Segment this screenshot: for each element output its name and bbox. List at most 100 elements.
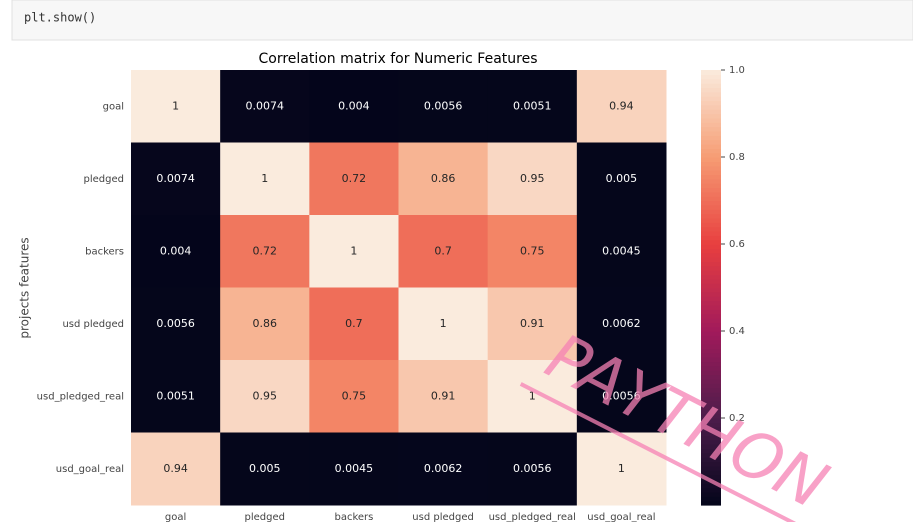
colorbar-segment (701, 87, 721, 93)
colorbar-tick-label: 0.8 (729, 152, 745, 163)
cell-label: 1 (440, 317, 447, 330)
colorbar-segment (701, 252, 721, 258)
colorbar-segment (701, 296, 721, 302)
cell (487, 142, 578, 216)
colorbar-segment (701, 213, 721, 219)
colorbar-tick-label: 0.2 (729, 413, 745, 424)
colorbar-segment (701, 261, 721, 267)
cell (220, 142, 310, 216)
colorbar-segment (701, 148, 721, 154)
cell (220, 360, 310, 433)
cell-label: 0.0056 (156, 317, 195, 330)
cell (309, 142, 399, 216)
colorbar-segment (701, 244, 721, 249)
x-tick-label: pledged (245, 512, 285, 522)
colorbar-tick-label: 0.4 (729, 326, 745, 337)
cell (220, 432, 310, 506)
colorbar-segment (701, 257, 721, 262)
colorbar-segment (701, 196, 721, 202)
colorbar-segment (701, 130, 721, 136)
colorbar-segment (701, 374, 721, 380)
colorbar-segment (701, 422, 721, 428)
cell (576, 287, 667, 361)
cell-label: 0.004 (338, 99, 370, 112)
colorbar-segment (701, 91, 721, 97)
code-cell (11, 0, 913, 41)
watermark-underline (519, 382, 816, 526)
colorbar-segment (701, 265, 721, 271)
cell-label: 0.94 (609, 99, 634, 112)
cell (576, 70, 667, 143)
colorbar-segment (701, 352, 721, 358)
colorbar-segment (701, 465, 721, 471)
cell-label: 0.004 (160, 244, 192, 257)
heatmap: 1 0.0074 0.004 0.0056 0.0051 0.940.0074 1 0.72 0… (37, 65, 745, 523)
cell-label: 0.86 (431, 172, 456, 185)
colorbar-segment (701, 204, 721, 210)
cell-label: 0.95 (520, 172, 545, 185)
colorbar-segment (701, 387, 721, 393)
colorbar-segment (701, 487, 721, 493)
colorbar-segment (701, 291, 721, 297)
colorbar-segment (701, 326, 721, 332)
colorbar-segment (701, 413, 721, 419)
colorbar-segment (701, 122, 721, 128)
cell (487, 70, 578, 143)
colorbar-segment (701, 344, 721, 349)
cell-label: 0.0074 (246, 99, 285, 112)
y-tick-label: backers (85, 246, 124, 257)
cell (398, 432, 489, 506)
cell (131, 215, 221, 288)
colorbar-segment (701, 161, 721, 167)
colorbar-segment (701, 418, 721, 423)
colorbar-segment (701, 139, 721, 145)
colorbar-segment (701, 152, 721, 158)
cell (398, 360, 489, 433)
colorbar-segment (701, 304, 721, 310)
colorbar-segment (701, 278, 721, 284)
cell-label: 1 (172, 99, 179, 112)
cell-label: 1 (529, 389, 536, 402)
cell-label: 0.0056 (602, 389, 641, 402)
colorbar-segment (701, 378, 721, 384)
cell-label: 0.86 (253, 317, 278, 330)
cell-label: 0.0074 (156, 172, 195, 185)
colorbar-segment (701, 496, 721, 502)
colorbar-segment (701, 300, 721, 306)
y-tick-label: goal (103, 101, 124, 112)
colorbar-segment (701, 335, 721, 341)
colorbar-segment (701, 96, 721, 102)
cell (487, 287, 578, 361)
cell (576, 215, 667, 288)
colorbar-segment (701, 157, 721, 162)
cell-label: 0.0062 (424, 462, 463, 475)
colorbar-segment (701, 283, 721, 289)
colorbar-segment (701, 317, 721, 323)
colorbar-segment (701, 230, 721, 236)
x-tick-label: goal (165, 512, 186, 522)
cell-label: 1 (618, 462, 625, 475)
x-tick-label: backers (334, 512, 373, 522)
x-tick-label: usd pledged (412, 512, 474, 522)
cell-label: 0.72 (342, 172, 367, 185)
cell-label: 1 (261, 172, 268, 185)
colorbar-segment (701, 313, 721, 319)
cell-label: 0.75 (520, 244, 545, 257)
cell (220, 287, 310, 361)
colorbar-segment (701, 174, 721, 180)
colorbar-segment (701, 331, 721, 336)
cell-label: 0.72 (253, 244, 278, 257)
y-axis-label: projects features (18, 237, 32, 338)
chart-title: Correlation matrix for Numeric Features (258, 51, 537, 67)
cell-label: 0.0062 (602, 317, 641, 330)
colorbar-segment (701, 361, 721, 367)
cell (398, 215, 489, 288)
colorbar-segment (701, 270, 721, 276)
cell-label: 0.94 (163, 462, 188, 475)
colorbar-segment (701, 78, 721, 84)
colorbar-segment (701, 339, 721, 345)
x-tick-label: usd_pledged_real (489, 512, 576, 522)
colorbar-segment (701, 187, 721, 193)
code-text: plt.show() (24, 11, 96, 25)
